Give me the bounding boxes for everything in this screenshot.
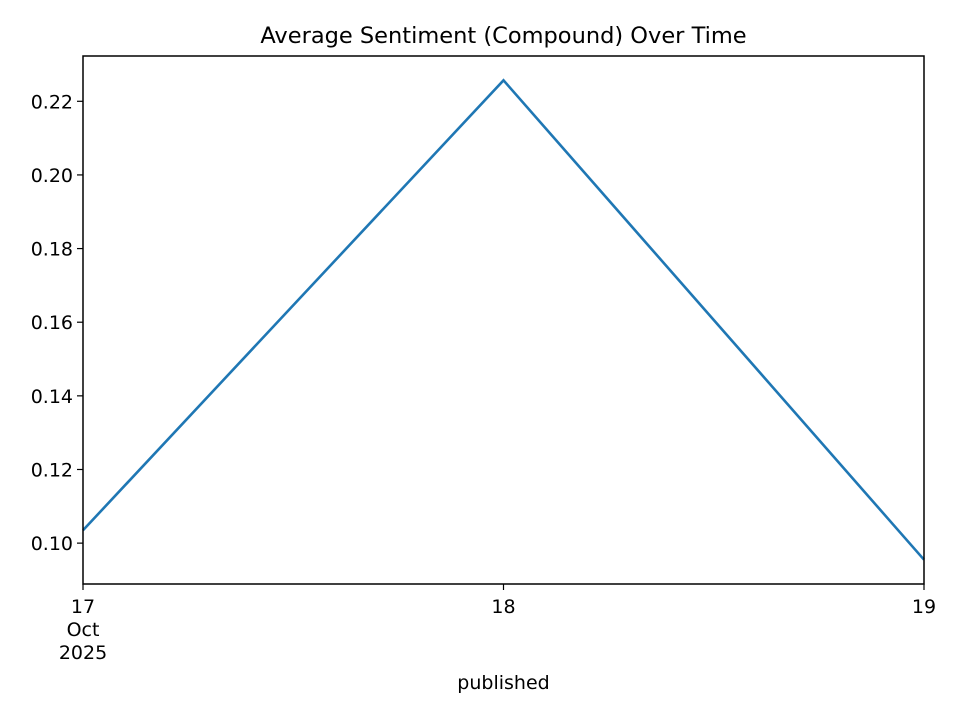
y-tick-label: 0.14 [31,386,73,408]
x-tick-label: 19 [912,596,936,618]
x-axis-label: published [457,672,549,694]
y-tick-label: 0.16 [31,312,73,334]
x-tick-label: 18 [491,596,515,618]
y-tick-label: 0.18 [31,239,73,261]
y-tick-label: 0.10 [31,533,73,555]
y-tick-label: 0.12 [31,459,73,481]
plot-frame [82,55,925,585]
y-tick-label: 0.20 [31,165,73,187]
x-tick-label: Oct [67,619,100,641]
x-tick-label: 2025 [59,642,107,664]
y-tick-label: 0.22 [31,91,73,113]
y-axis: 0.10 0.12 0.14 0.16 0.18 0.20 0.22 [31,91,83,555]
x-tick-label: 17 [71,596,95,618]
chart-title: Average Sentiment (Compound) Over Time [260,23,746,49]
